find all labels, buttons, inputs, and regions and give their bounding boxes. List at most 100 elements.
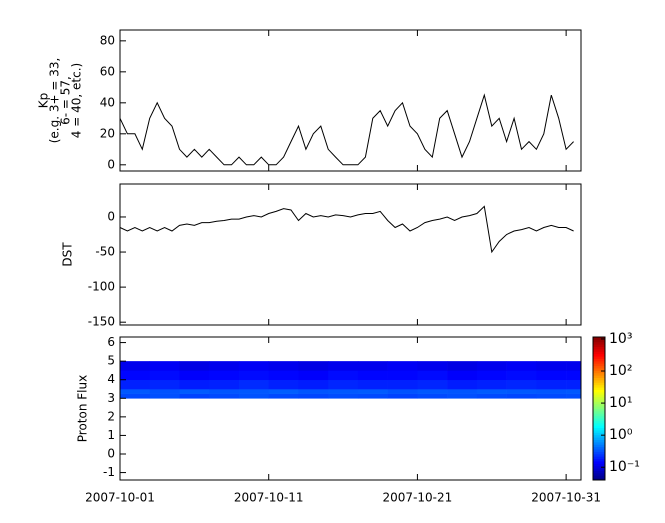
heat-cell (566, 379, 582, 390)
heat-cell (566, 389, 582, 394)
colorbar-strip (593, 446, 605, 450)
heat-cell (506, 379, 537, 390)
heat-cell (268, 389, 299, 394)
y-tick-label: 3 (107, 391, 115, 405)
heat-cell (149, 389, 180, 394)
heat-cell (476, 361, 507, 371)
heat-cell (268, 393, 299, 399)
heat-cell (238, 389, 270, 394)
heat-cell (179, 370, 210, 381)
y-tick-label: 6 (107, 335, 115, 349)
colorbar-strip (593, 472, 605, 476)
heat-cell (536, 393, 567, 399)
y-tick-label: -100 (88, 280, 115, 294)
colorbar-strip (593, 394, 605, 398)
colorbar-strip (593, 358, 605, 362)
heat-cell (298, 361, 329, 371)
y-tick-label: -150 (88, 315, 115, 329)
heat-cell (447, 370, 478, 381)
colorbar-strip (593, 372, 605, 376)
colorbar-strip (593, 477, 605, 481)
heat-cell (149, 370, 180, 381)
colorbar-strip (593, 453, 605, 457)
y-tick-label: 2 (107, 409, 115, 423)
colorbar-strip (593, 384, 605, 388)
heat-cell (536, 389, 567, 394)
heat-cell (268, 370, 299, 381)
heat-cell (476, 370, 507, 381)
colorbar-strip (593, 351, 605, 355)
colorbar-strip (593, 341, 605, 345)
heat-cell (120, 370, 151, 381)
colorbar-tick-label: 10⁻¹ (609, 459, 640, 475)
heat-cell (209, 370, 240, 381)
heat-cell (209, 361, 240, 371)
colorbar-strip (593, 434, 605, 438)
heat-cell (417, 379, 448, 390)
colorbar-strip (593, 353, 605, 357)
plot-frame (119, 29, 582, 172)
colorbar-strip (593, 449, 605, 452)
colorbar-strip (593, 375, 605, 379)
colorbar-strip (593, 408, 605, 412)
heat-cell (149, 393, 180, 399)
heat-cell (566, 393, 582, 399)
colorbar-strip (593, 348, 605, 352)
heat-cell (417, 361, 448, 371)
heat-cell (357, 379, 388, 390)
colorbar-strip (593, 413, 605, 417)
x-tick-label: 2007-10-01 (85, 491, 155, 505)
colorbar-strip (593, 403, 605, 407)
y-tick-label: -1 (103, 465, 115, 479)
heat-cell (357, 370, 388, 381)
colorbar-strip (593, 377, 605, 381)
heat-cell (268, 379, 299, 390)
colorbar-strip (593, 367, 605, 371)
colorbar-strip (593, 389, 605, 393)
heat-cell (328, 379, 359, 390)
heat-cell (179, 393, 210, 399)
heat-cell (149, 361, 180, 371)
colorbar-strip (593, 337, 605, 340)
heat-cell (298, 379, 329, 390)
heat-cell (120, 379, 151, 390)
colorbar-strip (593, 465, 605, 469)
colorbar-strip (593, 441, 605, 445)
colorbar-strip (593, 406, 605, 409)
colorbar-tick-label: 10² (609, 363, 632, 379)
colorbar-strip (593, 391, 605, 395)
colorbar-strip (593, 410, 605, 414)
heat-cell (536, 379, 567, 390)
heat-cell (268, 361, 299, 371)
colorbar-strip (593, 363, 605, 367)
y-axis-label: Kp (37, 93, 51, 109)
heat-cell (387, 379, 418, 390)
y-tick-label: 5 (107, 354, 115, 368)
heat-cell (328, 370, 359, 381)
colorbar-tick-label: 10¹ (609, 395, 632, 411)
heat-cell (417, 389, 448, 394)
heat-cell (238, 361, 270, 371)
heat-cell (536, 370, 567, 381)
heat-cell (298, 370, 329, 381)
plot-frame (119, 336, 582, 481)
colorbar-strip (593, 429, 605, 433)
colorbar-strip (593, 365, 605, 369)
data-line (119, 205, 574, 254)
heat-cell (476, 393, 507, 399)
heat-cell (328, 361, 359, 371)
heat-cell (209, 379, 240, 390)
colorbar-strip (593, 432, 605, 436)
heat-cell (149, 379, 180, 390)
x-tick-label: 2007-10-11 (234, 491, 304, 505)
heat-cell (179, 389, 210, 394)
heat-cell (387, 361, 418, 371)
heat-cell (417, 370, 448, 381)
colorbar-strip (593, 370, 605, 374)
heat-cell (447, 389, 478, 394)
y-axis-label: (e.g. 3+ = 33, (48, 58, 62, 144)
colorbar-strip (593, 398, 605, 402)
y-tick-label: 40 (100, 95, 115, 109)
data-line (119, 93, 574, 166)
heat-cell (447, 393, 478, 399)
